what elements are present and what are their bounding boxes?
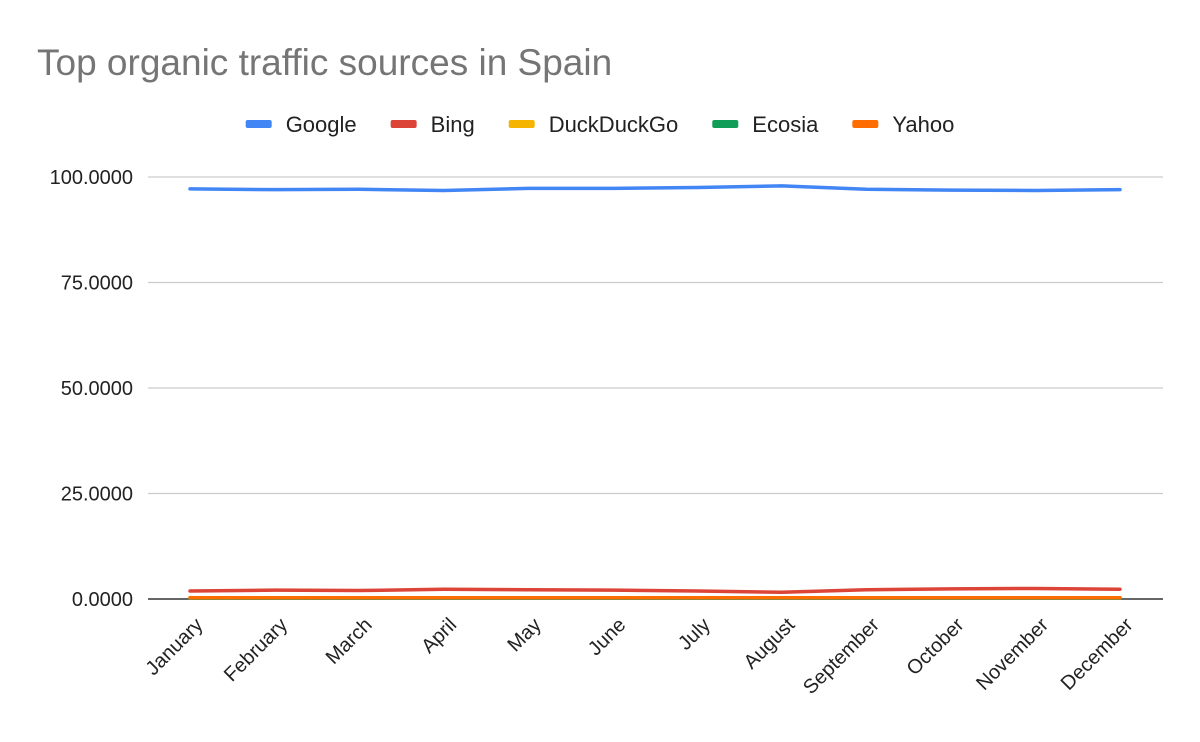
legend-item-ecosia: Ecosia	[712, 112, 819, 137]
x-axis: January February March April May June July Augu…	[142, 614, 1138, 699]
legend-swatch	[712, 120, 739, 128]
gridlines	[148, 176, 1163, 600]
series-line-bing	[188, 586, 1122, 594]
y-tick-label: 25.0000	[61, 484, 133, 506]
x-tick-label: December	[1057, 614, 1138, 695]
x-tick-label: June	[584, 614, 630, 660]
series-line-google	[188, 184, 1122, 193]
legend-item-yahoo: Yahoo	[852, 112, 954, 137]
legend: Google Bing DuckDuckGo Ecosia Yahoo	[245, 112, 954, 137]
x-tick-label: March	[322, 614, 377, 669]
legend-swatch	[390, 120, 417, 128]
legend-swatch	[245, 120, 272, 128]
y-tick-label: 50.0000	[61, 378, 133, 400]
y-tick-label: 100.0000	[50, 167, 133, 189]
legend-label: Google	[286, 112, 357, 137]
legend-item-bing: Bing	[390, 112, 475, 137]
legend-swatch	[508, 120, 535, 128]
x-tick-label: July	[674, 614, 715, 655]
legend-label: Yahoo	[892, 112, 954, 137]
x-tick-label: February	[220, 614, 292, 686]
x-tick-label: September	[799, 614, 884, 699]
y-axis: 0.0000 25.0000 50.0000 75.0000 100.0000	[50, 167, 133, 611]
chart-title: Top organic traffic sources in Spain	[37, 42, 612, 83]
x-tick-label: January	[142, 614, 208, 680]
legend-label: DuckDuckGo	[549, 112, 679, 137]
x-tick-label: April	[417, 614, 461, 658]
series-lines	[188, 184, 1122, 600]
legend-swatch	[852, 120, 879, 128]
legend-label: Ecosia	[752, 112, 819, 137]
x-tick-label: November	[972, 614, 1053, 695]
y-tick-label: 75.0000	[61, 273, 133, 295]
legend-item-google: Google	[245, 112, 357, 137]
legend-item-duckduckgo: DuckDuckGo	[508, 112, 679, 137]
x-tick-label: May	[503, 614, 545, 656]
x-tick-label: August	[740, 614, 800, 674]
y-tick-label: 0.0000	[72, 589, 133, 611]
x-tick-label: October	[903, 614, 969, 680]
legend-label: Bing	[431, 112, 475, 137]
